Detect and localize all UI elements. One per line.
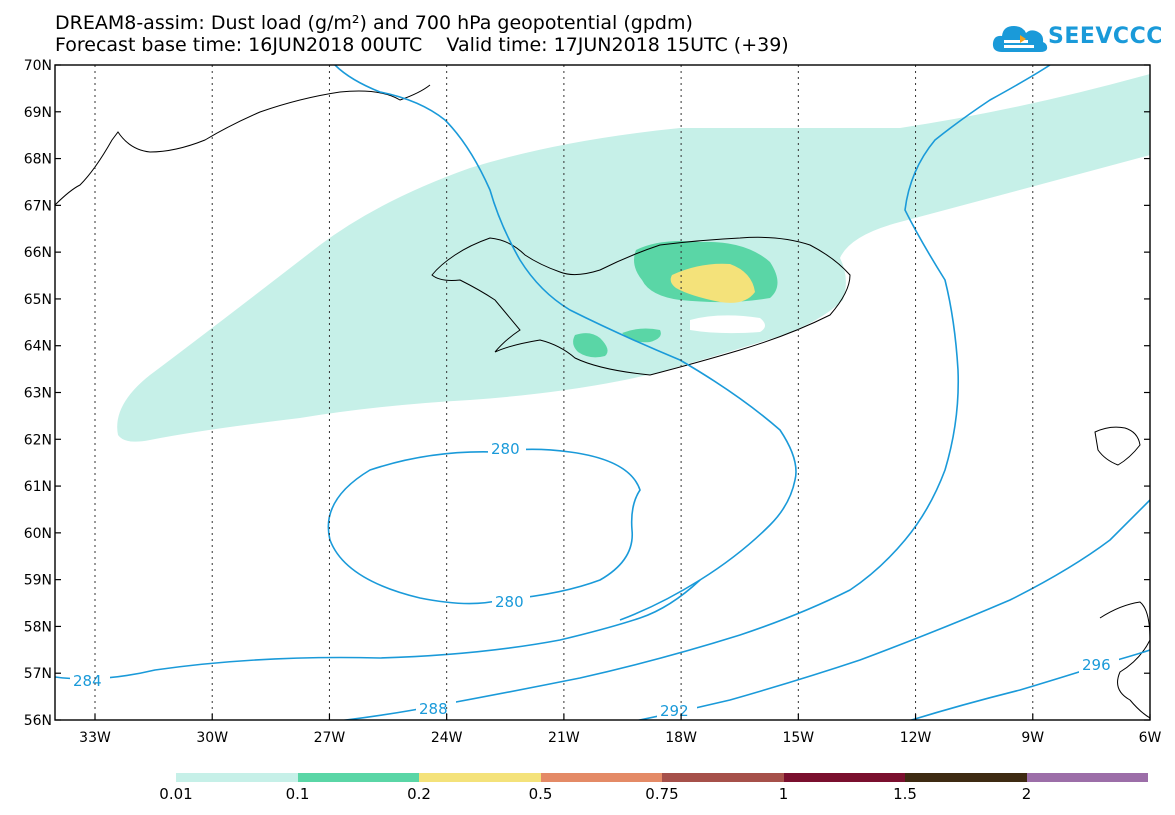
- dust-field: [117, 74, 1150, 442]
- contour-label-280-bottom: 280: [495, 593, 524, 611]
- colorbar-segment: [176, 773, 298, 782]
- greenland-coast: [55, 84, 431, 206]
- colorbar-label: 1: [778, 785, 789, 803]
- contour-label-group: 280 280 284 288 292 296: [70, 439, 1119, 720]
- contour-gp-mid: [334, 65, 797, 621]
- lat-label: 66N: [24, 245, 52, 261]
- colorbar-label: 0.75: [645, 785, 679, 803]
- lat-label: 65N: [24, 292, 52, 308]
- colorbar-label: 1.5: [893, 785, 917, 803]
- contour-296: [908, 649, 1150, 720]
- colorbar-label: 2: [1021, 785, 1032, 803]
- lat-label: 60N: [24, 526, 52, 542]
- contour-label-296: 296: [1082, 656, 1111, 674]
- colorbar-segment: [905, 773, 1027, 782]
- lon-label: 21W: [548, 730, 580, 746]
- colorbar-label: 0.1: [285, 785, 310, 803]
- lat-label: 67N: [24, 198, 52, 214]
- lon-label: 33W: [79, 730, 111, 746]
- map-title: DREAM8-assim: Dust load (g/m²) and 700 h…: [55, 12, 693, 34]
- graticule: [94, 65, 1034, 720]
- contour-292: [635, 499, 1150, 720]
- lat-label: 56N: [24, 713, 52, 729]
- lat-label: 70N: [24, 58, 52, 74]
- lon-label: 18W: [665, 730, 697, 746]
- lon-label: 24W: [431, 730, 463, 746]
- logo-text: SEEVCCC: [1048, 24, 1163, 49]
- cloud-logo-icon: [992, 26, 1048, 52]
- seevccc-logo: SEEVCCC: [990, 18, 1162, 58]
- dust-area-0-1-small: [573, 333, 608, 358]
- latitude-labels: 70N 69N 68N 67N 66N 65N 64N 63N 62N 61N 60N 59N 58N 5…: [24, 58, 52, 729]
- colorbar-label: 0.01: [159, 785, 193, 803]
- colorbar-segment: [1026, 773, 1148, 782]
- lat-label: 62N: [24, 432, 52, 448]
- lon-label: 27W: [314, 730, 346, 746]
- contour-288: [339, 65, 1051, 720]
- axis-ticks: [55, 64, 1151, 721]
- lat-label: 57N: [24, 666, 52, 682]
- contour-label-280-top: 280: [491, 440, 520, 458]
- lat-label: 58N: [24, 619, 52, 635]
- lon-label: 9W: [1021, 730, 1044, 746]
- lat-label: 64N: [24, 339, 52, 355]
- colorbar-segment: [540, 773, 662, 782]
- colorbar-segment: [419, 773, 541, 782]
- lat-label: 59N: [24, 573, 52, 589]
- contour-280: [327, 448, 641, 605]
- faroe-islands: [1094, 426, 1141, 466]
- colorbar-label: 0.5: [528, 785, 553, 803]
- lon-label: 6W: [1139, 730, 1162, 746]
- dust-area-0-01: [117, 74, 1150, 442]
- colorbar-segment: [783, 773, 905, 782]
- longitude-labels: 33W 30W 27W 24W 21W 18W 15W 12W 9W 6W: [79, 730, 1161, 746]
- dust-area-0-2: [670, 263, 755, 303]
- contour-284: [55, 579, 701, 680]
- lon-label: 30W: [196, 730, 228, 746]
- lat-label: 61N: [24, 479, 52, 495]
- contour-label-284: 284: [73, 672, 102, 690]
- lon-label: 12W: [900, 730, 932, 746]
- scotland-coast: [1099, 601, 1150, 719]
- iceland-coast: [431, 236, 851, 376]
- colorbar-label: 0.2: [407, 785, 431, 803]
- coastlines: [55, 84, 1150, 719]
- lat-label: 63N: [24, 386, 52, 402]
- colorbar-segment: [297, 773, 419, 782]
- colorbar-segment: [662, 773, 784, 782]
- lat-label: 69N: [24, 105, 52, 121]
- contour-label-288: 288: [419, 700, 448, 718]
- contour-label-292: 292: [660, 702, 689, 720]
- dust-gap: [690, 315, 765, 334]
- lon-label: 15W: [782, 730, 814, 746]
- lat-label: 68N: [24, 152, 52, 168]
- map-subtitle: Forecast base time: 16JUN2018 00UTC Vali…: [55, 34, 789, 56]
